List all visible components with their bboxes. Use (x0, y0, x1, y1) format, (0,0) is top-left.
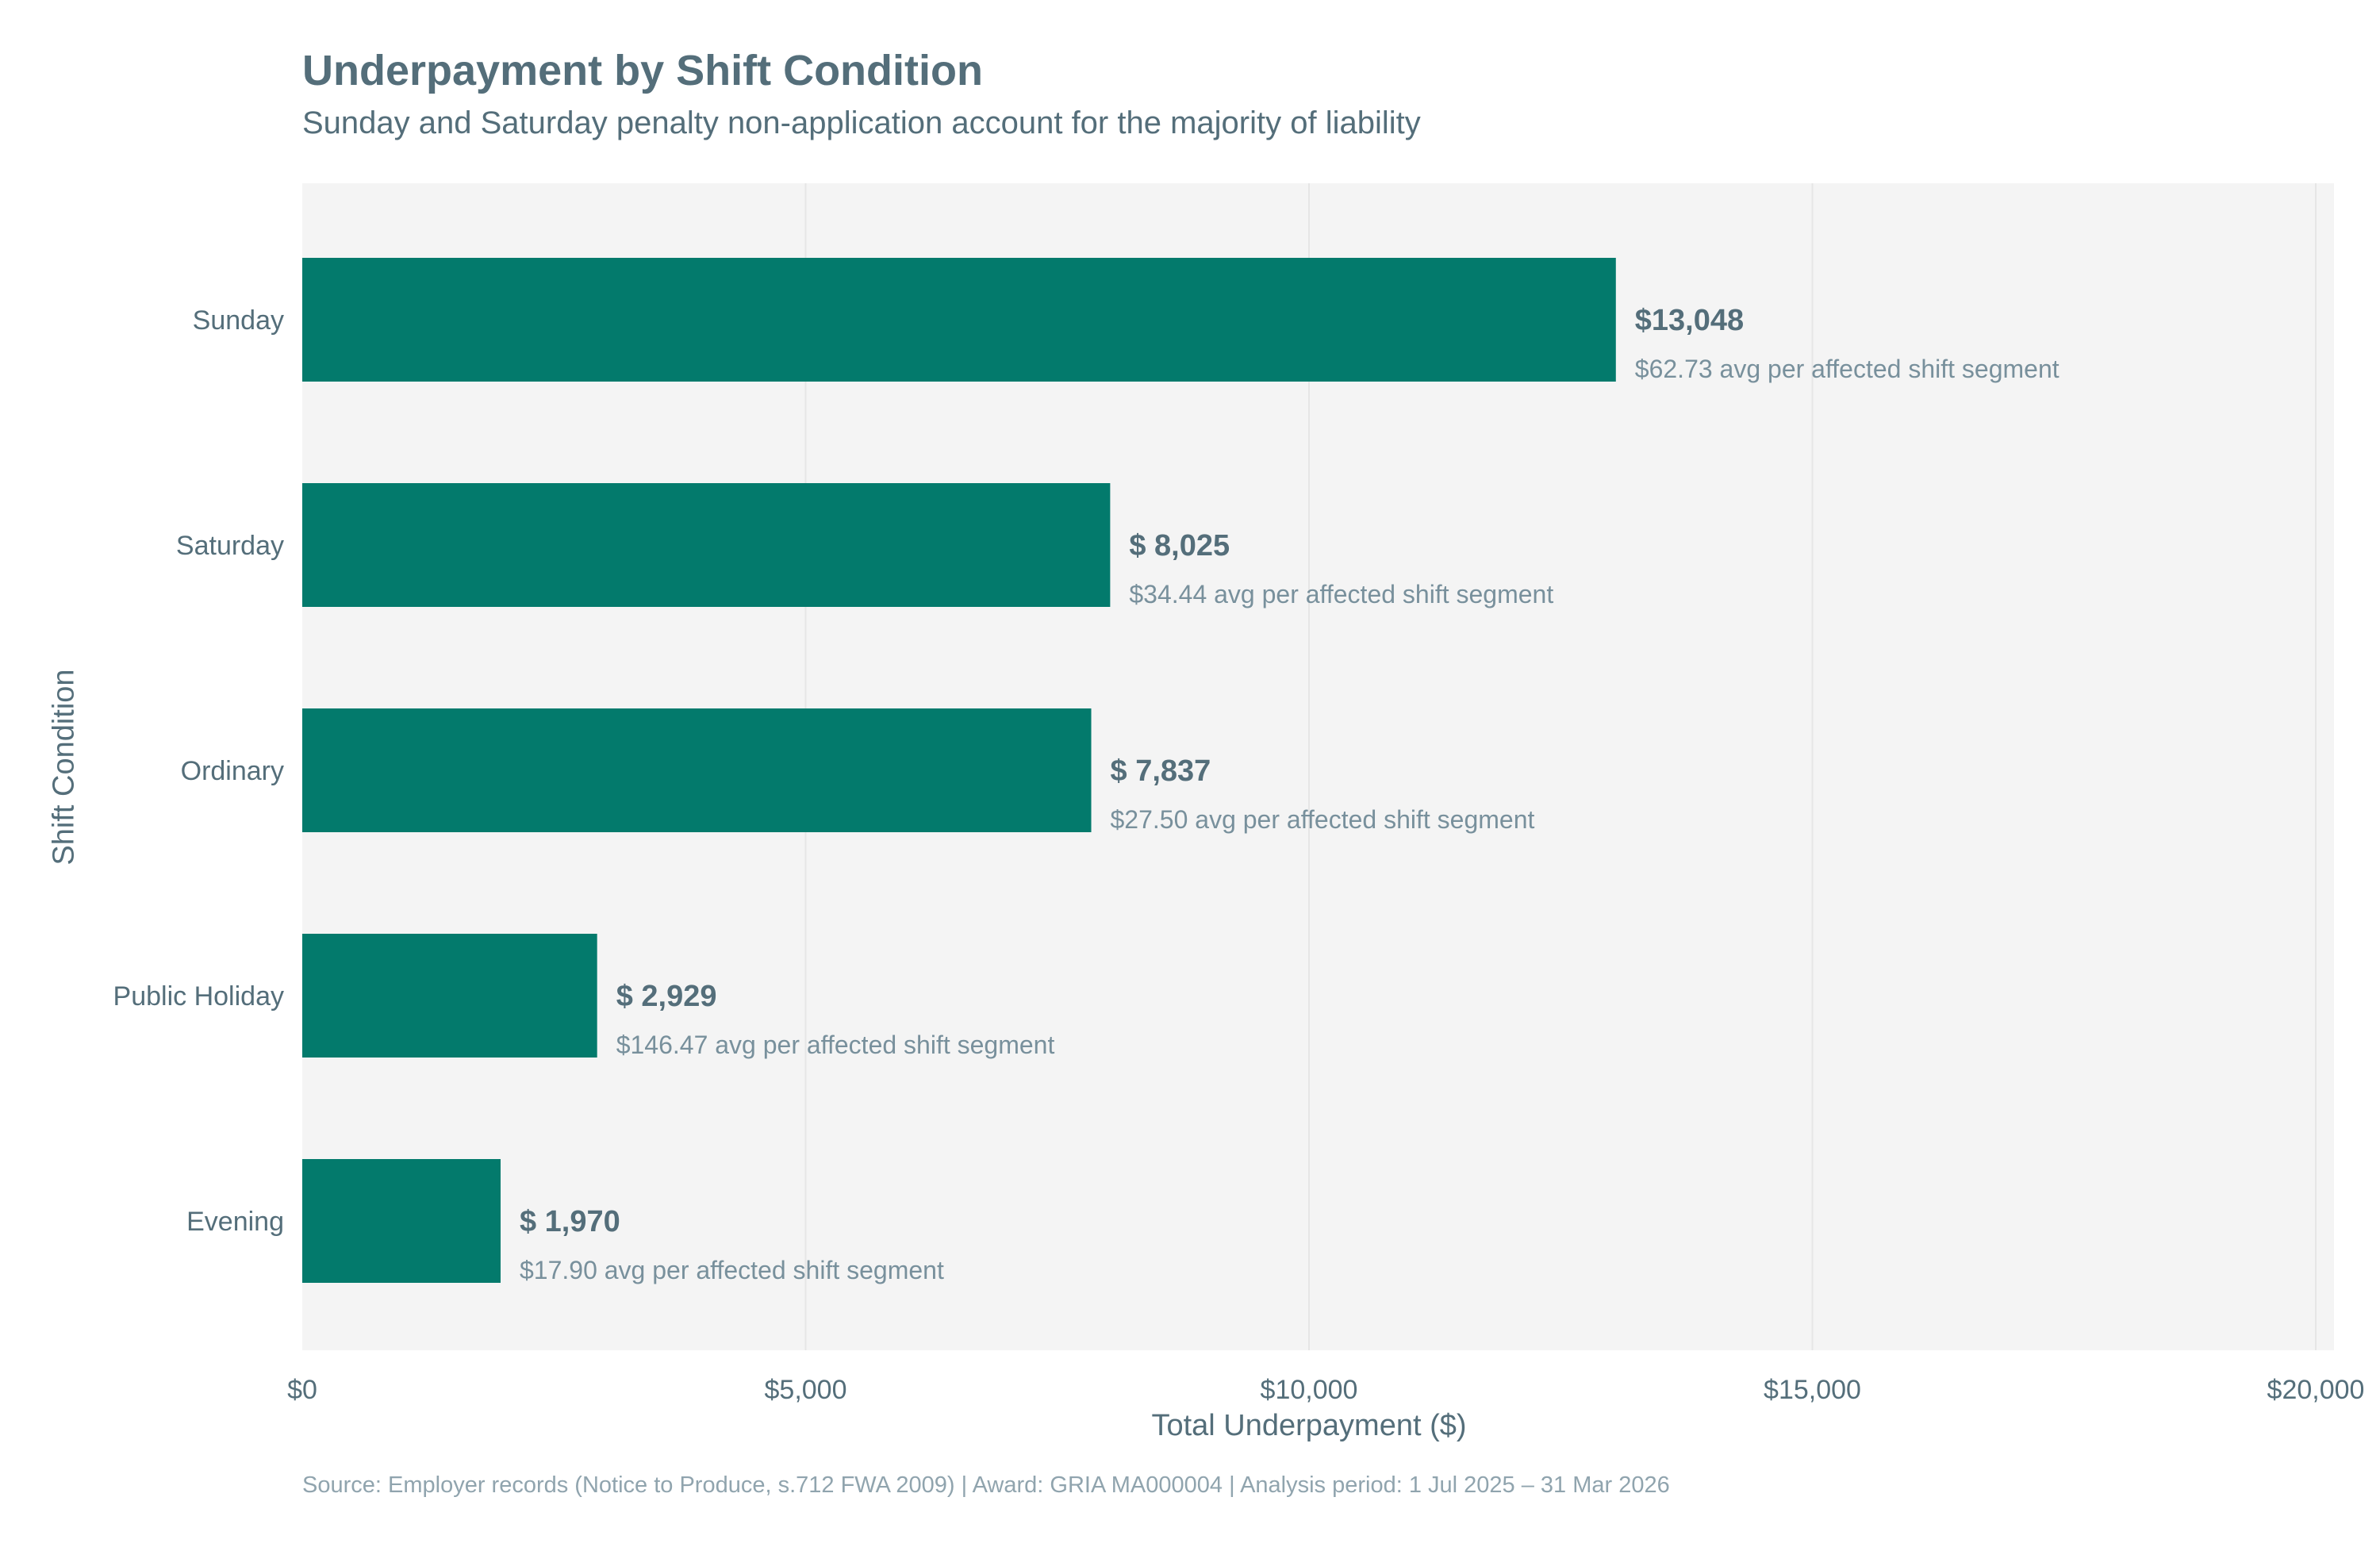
chart-title: Underpayment by Shift Condition (302, 47, 983, 94)
x-axis-title: Total Underpayment ($) (1151, 1409, 1467, 1442)
bar-annotation: $62.73 avg per affected shift segment (1635, 355, 2059, 383)
bar-sunday (302, 258, 1616, 382)
value-label: $ 8,025 (1129, 529, 1230, 562)
value-label: $ 2,929 (616, 980, 717, 1013)
y-axis-title: Shift Condition (47, 669, 81, 866)
bar-evening (302, 1159, 501, 1283)
bar-saturday (302, 483, 1111, 607)
bar-ordinary (302, 708, 1092, 832)
y-tick-label: Ordinary (181, 756, 284, 786)
chart-subtitle: Sunday and Saturday penalty non-applicat… (302, 106, 1421, 140)
y-tick-label: Evening (186, 1207, 284, 1237)
bar-public-holiday (302, 934, 597, 1058)
bar-annotation: $34.44 avg per affected shift segment (1129, 580, 1553, 608)
x-tick-label: $5,000 (765, 1375, 847, 1405)
value-label: $ 1,970 (520, 1205, 620, 1238)
bar-annotation: $27.50 avg per affected shift segment (1111, 805, 1535, 834)
bar-annotation: $17.90 avg per affected shift segment (520, 1256, 944, 1284)
source-note: Source: Employer records (Notice to Prod… (302, 1472, 1670, 1498)
x-tick-label: $10,000 (1261, 1375, 1358, 1405)
x-tick-label: $20,000 (2267, 1375, 2365, 1405)
x-tick-label: $0 (287, 1375, 317, 1405)
y-tick-label: Saturday (176, 531, 284, 561)
bar-annotation: $146.47 avg per affected shift segment (616, 1031, 1055, 1059)
x-tick-label: $15,000 (1764, 1375, 1861, 1405)
value-label: $13,048 (1635, 304, 1744, 337)
y-tick-label: Sunday (193, 305, 284, 336)
y-tick-label: Public Holiday (113, 981, 284, 1012)
value-label: $ 7,837 (1111, 754, 1211, 788)
